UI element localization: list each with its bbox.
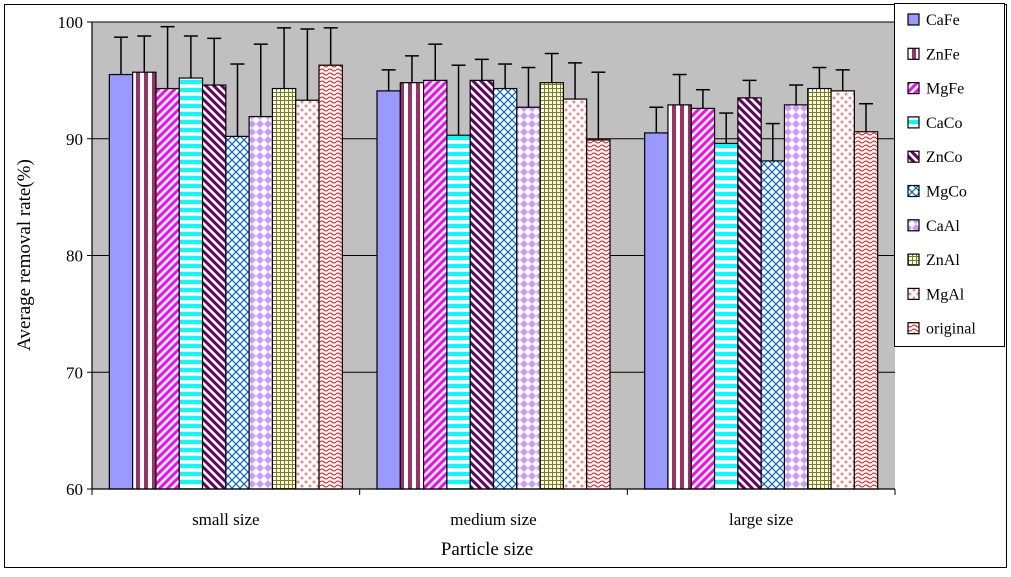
bar-mgfe-1: [155, 87, 180, 490]
bar-mgal-1: [295, 99, 320, 490]
legend-label-mgal: MgAl: [926, 286, 965, 303]
bar-original-1: [318, 64, 343, 490]
legend-swatch-mgco: [907, 184, 920, 198]
bar-caco-1: [178, 77, 204, 490]
legend-label-original: original: [926, 321, 976, 338]
bar-cafe-1: [108, 73, 134, 490]
bar-znfe-1: [132, 71, 157, 490]
bar-mgal-3: [830, 90, 855, 490]
bar-znco-1: [201, 84, 227, 490]
bar-caal-3: [783, 104, 809, 490]
legend-swatch-caal: [907, 219, 920, 232]
x-axis-title: Particle size: [441, 539, 533, 560]
bar-caal-2: [516, 106, 541, 490]
bar-caal-1: [248, 115, 274, 490]
bar-mgco-2: [492, 87, 518, 490]
bar-znco-2: [469, 79, 495, 490]
legend-swatch-cafe: [907, 13, 920, 26]
y-tick-label: 90: [66, 130, 83, 149]
bar-znco-3: [737, 97, 762, 490]
bar-cafe-2: [376, 90, 401, 490]
bar-znal-1: [271, 87, 297, 490]
y-tick-label: 70: [66, 363, 83, 382]
legend-swatch-znal: [907, 253, 920, 266]
legend-swatch-caco: [907, 116, 920, 129]
bar-mgfe-3: [690, 107, 716, 490]
axes: [87, 21, 896, 495]
legend: CaFe ZnFe MgFe CaCo ZnCo MgCo CaAl ZnAl MgAl orig…: [894, 3, 1005, 347]
bar-original-3: [853, 131, 879, 490]
legend-label-cafe: CaFe: [926, 12, 960, 29]
bar-znal-3: [807, 87, 832, 490]
legend-label-znco: ZnCo: [926, 149, 962, 166]
legend-swatch-original: [907, 322, 920, 335]
legend-swatch-znfe: [907, 47, 920, 60]
x-category-labels: small size medium size large size: [192, 510, 793, 529]
y-tick-label: 80: [66, 247, 83, 266]
legend-label-mgfe: MgFe: [926, 81, 964, 98]
error-bars: [113, 25, 874, 161]
y-axis-title: Average removal rate(%): [14, 159, 35, 351]
bar-cafe-3: [644, 132, 669, 490]
bar-mgfe-2: [423, 79, 448, 490]
legend-swatch-mgal: [907, 287, 920, 300]
bar-caco-3: [713, 142, 739, 490]
legend-swatch-mgfe: [907, 81, 920, 95]
x-category-label: small size: [192, 510, 260, 529]
bar-mgco-1: [225, 135, 250, 490]
y-tick-label: 60: [66, 480, 83, 499]
bar-mgal-2: [562, 98, 588, 490]
bar-znfe-2: [399, 82, 425, 490]
x-category-label: large size: [729, 510, 793, 529]
legend-label-znal: ZnAl: [926, 252, 960, 269]
legend-label-znfe: ZnFe: [926, 46, 960, 63]
bar-caco-2: [446, 134, 471, 490]
y-tick-labels: 60 70 80 90 100: [58, 13, 84, 499]
legend-label-caco: CaCo: [926, 115, 962, 132]
legend-label-mgco: MgCo: [926, 184, 967, 201]
legend-swatch-znco: [907, 150, 920, 163]
bar-mgco-3: [760, 160, 786, 490]
bar-znfe-3: [667, 104, 692, 490]
x-category-label: medium size: [450, 510, 536, 529]
legend-label-caal: CaAl: [926, 218, 960, 235]
bar-znal-2: [539, 82, 564, 490]
bar-original-2: [586, 139, 611, 490]
y-tick-label: 100: [58, 13, 84, 32]
